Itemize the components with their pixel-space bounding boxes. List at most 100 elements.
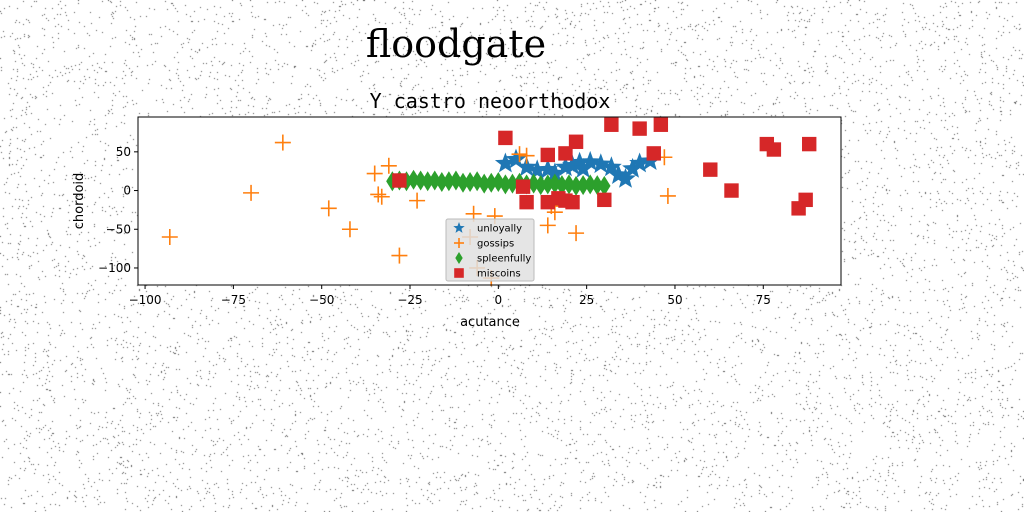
- unloyally-point: [555, 156, 576, 177]
- spleenfully-point: [527, 173, 540, 194]
- spleenfully-point: [435, 172, 449, 193]
- miscoins-point: [802, 136, 817, 152]
- legend-label-miscoins: miscoins: [477, 269, 521, 280]
- unloyally-point: [516, 156, 538, 177]
- x-axis-label: acutance: [460, 315, 520, 330]
- x-tick-label: 0: [495, 293, 503, 307]
- spleenfully-point: [534, 175, 547, 196]
- gossips-point: [391, 247, 408, 264]
- miscoins-point: [568, 134, 584, 149]
- unloyally-point: [562, 154, 583, 175]
- y-tick-label: −100: [98, 261, 131, 275]
- unloyally-point: [590, 153, 612, 174]
- gossips-point: [539, 217, 556, 234]
- unloyally-point: [600, 156, 622, 177]
- miscoins-point: [646, 146, 661, 161]
- x-tick-label: −25: [397, 293, 422, 307]
- miscoins-point: [565, 194, 580, 210]
- unloyally-point: [615, 167, 636, 188]
- gossips-point: [370, 186, 387, 203]
- spleenfully-point: [562, 174, 576, 195]
- miscoins-point: [558, 146, 573, 161]
- spleenfully-point: [591, 175, 604, 196]
- gossips-point: [380, 157, 397, 174]
- legend-marker-unloyally: [453, 222, 465, 233]
- y-tick-label: −50: [106, 222, 131, 236]
- miscoins-point: [392, 173, 407, 188]
- gossips-point: [511, 146, 528, 163]
- spleenfully-point: [499, 174, 512, 195]
- gossips-point: [274, 134, 291, 151]
- gossips-point: [366, 165, 383, 182]
- y-axis: 50 0 −50 −100: [98, 145, 138, 275]
- unloyally-point: [572, 157, 594, 178]
- legend-marker-gossips: [454, 238, 464, 248]
- legend-label-gossips: gossips: [477, 239, 514, 250]
- legend: unloyally gossips spleenfully miscoins: [445, 218, 535, 282]
- data-marks: [161, 117, 817, 287]
- x-tick-label: −100: [129, 293, 162, 307]
- gossips-point: [373, 188, 390, 205]
- miscoins-point: [515, 179, 531, 194]
- x-tick-label: −75: [221, 293, 246, 307]
- unloyally-point: [526, 159, 548, 180]
- gossips-point: [341, 221, 358, 238]
- unloyally-point: [569, 151, 590, 172]
- x-tick-label: −50: [309, 293, 334, 307]
- spleenfully-point: [485, 172, 498, 193]
- gossips-point: [161, 229, 178, 245]
- legend-marker-spleenfully: [455, 252, 463, 264]
- unloyally-point: [579, 150, 601, 171]
- unloyally-point: [544, 162, 566, 183]
- spleenfully-point: [548, 173, 562, 194]
- miscoins-point: [798, 192, 813, 208]
- x-tick-label: 25: [579, 293, 594, 307]
- miscoins-point: [766, 142, 782, 157]
- gossips-point: [568, 225, 585, 242]
- unloyally-point: [608, 164, 629, 184]
- spleenfully-point: [463, 172, 477, 193]
- legend-label-spleenfully: spleenfully: [477, 254, 531, 265]
- unloyally-point: [537, 158, 559, 179]
- miscoins-point: [597, 192, 612, 208]
- miscoins-point: [498, 130, 513, 146]
- chart-title: Y castro neoorthodox: [370, 89, 611, 113]
- unloyally-point: [622, 157, 643, 178]
- spleenfully-point: [478, 173, 491, 194]
- spleenfully-point: [442, 171, 456, 192]
- y-tick-label: 50: [116, 145, 131, 159]
- spleenfully-point: [598, 175, 611, 196]
- miscoins-point: [540, 147, 555, 163]
- figure-suptitle: floodgate: [365, 22, 547, 66]
- miscoins-point: [604, 117, 619, 132]
- miscoins-point: [653, 117, 669, 132]
- x-tick-label: 50: [667, 293, 682, 307]
- y-tick-label: 0: [123, 184, 131, 198]
- miscoins-point: [632, 121, 647, 136]
- spleenfully-point: [583, 174, 597, 195]
- legend-label-unloyally: unloyally: [477, 224, 522, 235]
- miscoins-point: [724, 183, 739, 198]
- spleenfully-point: [576, 175, 590, 196]
- spleenfully-point: [421, 171, 434, 192]
- miscoins-point: [519, 194, 534, 210]
- unloyally-point: [494, 152, 516, 173]
- spleenfully-point: [506, 173, 519, 194]
- spleenfully-point: [569, 175, 583, 196]
- x-axis: −100 −75 −50 −25 0 25 50 75: [129, 285, 771, 307]
- legend-box: [445, 218, 535, 282]
- gossips-point: [659, 187, 676, 204]
- spleenfully-point: [414, 170, 427, 191]
- gossips-point: [243, 184, 260, 201]
- spleenfully-point: [541, 174, 554, 195]
- gossips-point: [409, 192, 426, 209]
- spleenfully-point: [456, 172, 470, 193]
- unloyally-point: [629, 152, 651, 173]
- spleenfully-point: [555, 175, 569, 196]
- miscoins-point: [703, 162, 718, 177]
- gossips-point: [518, 147, 535, 164]
- y-axis-label: chordoid: [72, 173, 87, 230]
- gossips-point: [320, 200, 337, 217]
- spleenfully-point: [407, 169, 420, 190]
